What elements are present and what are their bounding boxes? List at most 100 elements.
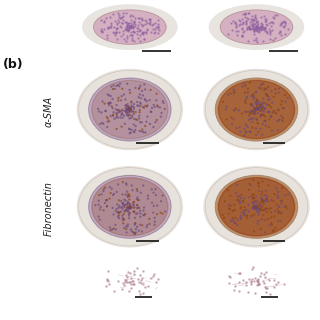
- Point: [115, 210, 120, 215]
- Point: [250, 276, 255, 281]
- Point: [137, 205, 142, 211]
- Point: [282, 20, 287, 25]
- Point: [254, 200, 260, 205]
- Point: [105, 92, 110, 97]
- Point: [125, 28, 130, 33]
- Point: [251, 204, 256, 210]
- Point: [111, 192, 116, 197]
- Point: [282, 106, 287, 111]
- Point: [261, 199, 266, 204]
- Point: [253, 20, 259, 25]
- Point: [230, 121, 235, 126]
- Point: [123, 10, 128, 15]
- Point: [250, 103, 255, 108]
- Point: [125, 101, 130, 107]
- Point: [128, 280, 133, 285]
- Point: [254, 23, 259, 28]
- Point: [254, 105, 259, 110]
- Point: [118, 205, 123, 210]
- Point: [250, 267, 255, 272]
- Point: [277, 204, 282, 210]
- Point: [260, 207, 266, 212]
- Point: [113, 30, 118, 35]
- Point: [114, 102, 119, 108]
- Point: [153, 187, 158, 192]
- Point: [157, 105, 163, 110]
- Point: [107, 225, 112, 230]
- Point: [130, 24, 135, 29]
- Point: [249, 101, 254, 107]
- Point: [128, 24, 133, 29]
- Point: [128, 105, 133, 110]
- Point: [238, 215, 243, 220]
- Point: [232, 283, 237, 288]
- Point: [127, 24, 132, 29]
- Point: [110, 112, 116, 117]
- Point: [265, 93, 270, 98]
- Point: [256, 101, 261, 107]
- Point: [254, 23, 260, 28]
- Point: [260, 121, 265, 126]
- Point: [140, 104, 145, 109]
- Point: [129, 109, 134, 114]
- Point: [255, 279, 260, 284]
- Point: [236, 194, 241, 199]
- Point: [255, 26, 260, 31]
- Point: [250, 200, 255, 205]
- Point: [259, 113, 264, 118]
- Point: [253, 16, 259, 21]
- Point: [111, 289, 116, 294]
- Point: [121, 282, 126, 287]
- Point: [102, 101, 107, 106]
- Point: [243, 22, 248, 27]
- Point: [128, 206, 133, 211]
- Point: [107, 118, 112, 124]
- Point: [249, 17, 254, 22]
- Point: [131, 19, 136, 24]
- Point: [254, 204, 260, 209]
- Point: [282, 281, 287, 286]
- Point: [127, 210, 132, 215]
- Point: [254, 208, 260, 213]
- Point: [97, 192, 102, 197]
- Point: [237, 270, 243, 276]
- Point: [252, 204, 258, 209]
- Point: [247, 27, 252, 32]
- Point: [118, 24, 123, 29]
- Point: [128, 24, 133, 29]
- Point: [255, 110, 260, 116]
- Point: [261, 96, 266, 101]
- Circle shape: [92, 178, 168, 236]
- Point: [251, 192, 256, 197]
- Point: [144, 99, 149, 104]
- Point: [125, 107, 130, 112]
- Point: [130, 24, 135, 29]
- Circle shape: [220, 10, 293, 44]
- Point: [268, 37, 273, 42]
- Point: [263, 218, 268, 223]
- Point: [256, 206, 261, 211]
- Point: [257, 273, 262, 278]
- Point: [109, 84, 114, 89]
- Point: [231, 208, 236, 213]
- Point: [140, 127, 145, 132]
- Point: [222, 199, 228, 204]
- Point: [111, 24, 116, 29]
- Point: [126, 27, 131, 32]
- Point: [127, 279, 132, 284]
- Point: [253, 126, 259, 131]
- Point: [127, 25, 132, 30]
- Point: [129, 183, 134, 188]
- Point: [252, 37, 257, 43]
- Point: [129, 127, 134, 132]
- Point: [236, 22, 242, 27]
- Text: (b): (b): [3, 58, 24, 71]
- Point: [262, 88, 267, 93]
- Point: [259, 217, 264, 222]
- Point: [265, 102, 270, 108]
- Point: [116, 95, 121, 100]
- Point: [232, 288, 237, 293]
- Point: [133, 230, 138, 235]
- Point: [126, 206, 132, 211]
- Point: [118, 209, 123, 214]
